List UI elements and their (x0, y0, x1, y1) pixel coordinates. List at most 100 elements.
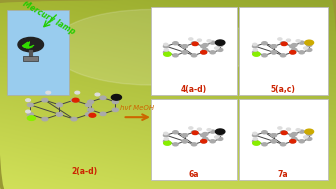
Circle shape (56, 103, 62, 107)
Circle shape (253, 141, 260, 145)
Circle shape (286, 39, 290, 41)
Circle shape (253, 138, 257, 140)
Circle shape (262, 42, 267, 45)
FancyBboxPatch shape (239, 7, 328, 95)
Circle shape (182, 140, 187, 143)
Circle shape (203, 137, 208, 140)
Circle shape (163, 140, 169, 143)
Text: 4(a-d): 4(a-d) (181, 85, 207, 94)
Circle shape (306, 137, 312, 140)
Circle shape (253, 49, 257, 51)
Text: 5(a,c): 5(a,c) (270, 85, 296, 94)
Circle shape (201, 140, 206, 143)
Circle shape (26, 99, 30, 101)
Circle shape (164, 49, 168, 51)
Circle shape (286, 128, 290, 130)
Circle shape (271, 45, 277, 48)
Circle shape (26, 110, 30, 113)
Circle shape (296, 129, 300, 131)
Circle shape (164, 141, 171, 145)
Circle shape (290, 140, 296, 143)
Circle shape (201, 51, 206, 54)
Circle shape (271, 140, 277, 143)
Circle shape (173, 143, 178, 146)
Circle shape (191, 54, 197, 57)
Circle shape (217, 132, 223, 136)
Circle shape (163, 134, 169, 137)
Text: Mercury lamp: Mercury lamp (21, 0, 77, 36)
Circle shape (292, 132, 297, 136)
Circle shape (163, 45, 169, 48)
Circle shape (210, 41, 215, 44)
Circle shape (262, 54, 267, 57)
Circle shape (306, 43, 312, 46)
Circle shape (215, 136, 219, 138)
Circle shape (192, 131, 198, 135)
Circle shape (207, 129, 211, 131)
Circle shape (201, 140, 207, 143)
Circle shape (281, 131, 287, 135)
FancyBboxPatch shape (151, 7, 237, 95)
Circle shape (189, 127, 193, 129)
Circle shape (203, 132, 208, 136)
Text: 7a: 7a (278, 170, 288, 179)
Circle shape (210, 51, 215, 54)
Circle shape (201, 134, 206, 137)
Circle shape (252, 140, 258, 143)
Circle shape (42, 117, 48, 121)
Circle shape (262, 143, 267, 146)
Circle shape (262, 131, 267, 134)
Circle shape (85, 103, 91, 107)
Circle shape (217, 43, 223, 46)
Circle shape (210, 140, 215, 143)
Circle shape (253, 52, 260, 56)
Circle shape (203, 48, 208, 51)
Circle shape (189, 38, 193, 40)
Text: 6a: 6a (189, 170, 199, 179)
Circle shape (207, 40, 211, 42)
Circle shape (271, 134, 277, 137)
Circle shape (271, 51, 277, 54)
FancyBboxPatch shape (151, 99, 237, 180)
Circle shape (304, 136, 308, 138)
Circle shape (198, 128, 201, 130)
Circle shape (217, 48, 223, 51)
Circle shape (182, 51, 187, 54)
Circle shape (203, 43, 208, 46)
Circle shape (280, 131, 286, 134)
Circle shape (299, 130, 304, 133)
Circle shape (271, 45, 277, 48)
Circle shape (299, 51, 304, 54)
Circle shape (112, 100, 118, 104)
Circle shape (163, 51, 169, 54)
Circle shape (75, 91, 80, 94)
Circle shape (28, 116, 36, 120)
Circle shape (305, 129, 313, 134)
Circle shape (290, 140, 295, 143)
Circle shape (201, 51, 207, 54)
Circle shape (253, 132, 257, 135)
Circle shape (182, 51, 187, 54)
Circle shape (88, 100, 94, 104)
Circle shape (215, 129, 225, 134)
Circle shape (191, 42, 197, 45)
Circle shape (271, 140, 277, 143)
Circle shape (182, 45, 187, 48)
Circle shape (210, 130, 215, 133)
Circle shape (271, 134, 277, 137)
Bar (24, 56, 38, 61)
Circle shape (164, 138, 168, 140)
Circle shape (280, 143, 286, 146)
Circle shape (217, 137, 223, 140)
Circle shape (304, 47, 308, 49)
FancyBboxPatch shape (7, 10, 69, 95)
Circle shape (290, 51, 295, 54)
Circle shape (292, 137, 297, 140)
Circle shape (290, 45, 295, 48)
Circle shape (292, 48, 297, 51)
Circle shape (27, 103, 33, 107)
Circle shape (56, 113, 62, 116)
Circle shape (85, 113, 91, 116)
Circle shape (299, 140, 304, 143)
Circle shape (290, 51, 296, 54)
